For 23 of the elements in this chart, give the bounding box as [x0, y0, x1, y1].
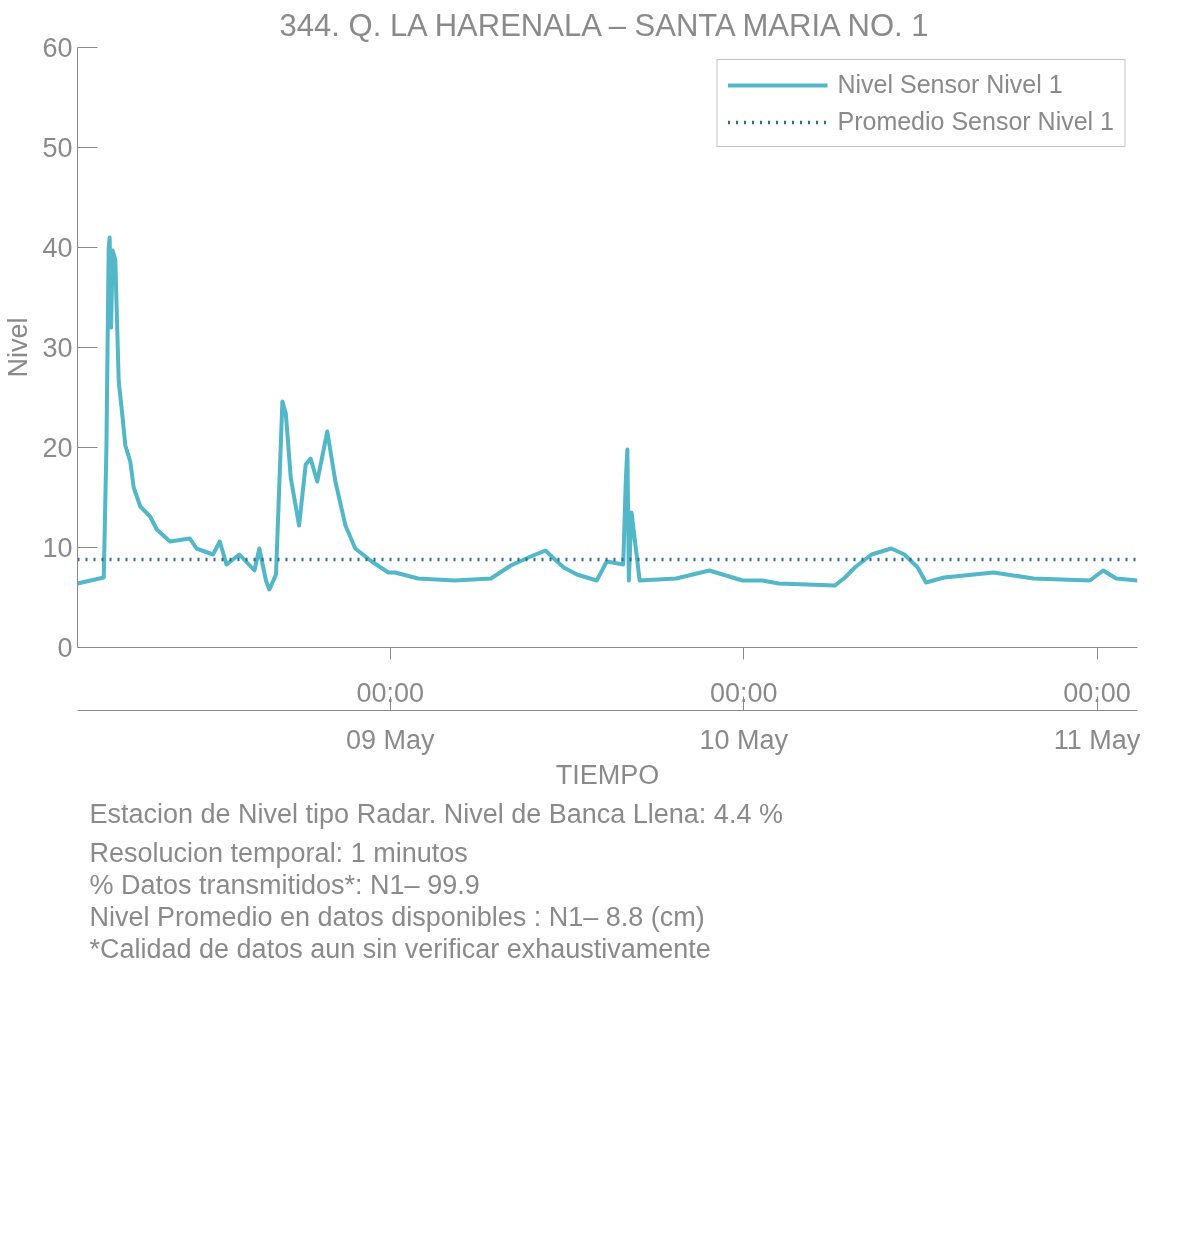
legend-label: Nivel Sensor Nivel 1 — [837, 70, 1063, 99]
y-axis-title: Nivel — [3, 317, 34, 378]
text: Estacion de Nivel tipo Radar. Nivel de Banca Llena: 4.4 % — [89, 798, 783, 829]
x-tick-label: 00:00 — [356, 677, 425, 708]
x2-tick-label: 09 May — [346, 724, 436, 755]
text: Nivel Promedio en datos disponibles : N1– 8.8 (cm) — [89, 901, 705, 932]
x-axis-title: TIEMPO — [555, 759, 660, 790]
x2-tick-label: 10 May — [699, 724, 789, 755]
x-tick-label: 00:00 — [1063, 677, 1131, 708]
x-tick-label: 00:00 — [709, 677, 778, 708]
y-tick-label: 20 — [42, 433, 73, 463]
y-tick-label: 0 — [57, 633, 73, 663]
text: Resolucion temporal: 1 minutos — [89, 837, 468, 868]
y-tick-label: 60 — [42, 33, 73, 63]
y-tick-label: 50 — [42, 133, 73, 163]
chart-title: 344. Q. LA HARENALA – SANTA MARIA NO. 1 — [279, 7, 929, 43]
legend-label: Promedio Sensor Nivel 1 — [837, 107, 1114, 136]
y-tick-label: 10 — [42, 533, 73, 563]
text: % Datos transmitidos*: N1– 99.9 — [89, 869, 480, 900]
x2-tick-label: 11 May — [1053, 724, 1141, 755]
y-tick-label: 30 — [42, 333, 73, 363]
text: *Calidad de datos aun sin verificar exhaustivamente — [89, 933, 711, 964]
y-tick-label: 40 — [42, 233, 73, 263]
